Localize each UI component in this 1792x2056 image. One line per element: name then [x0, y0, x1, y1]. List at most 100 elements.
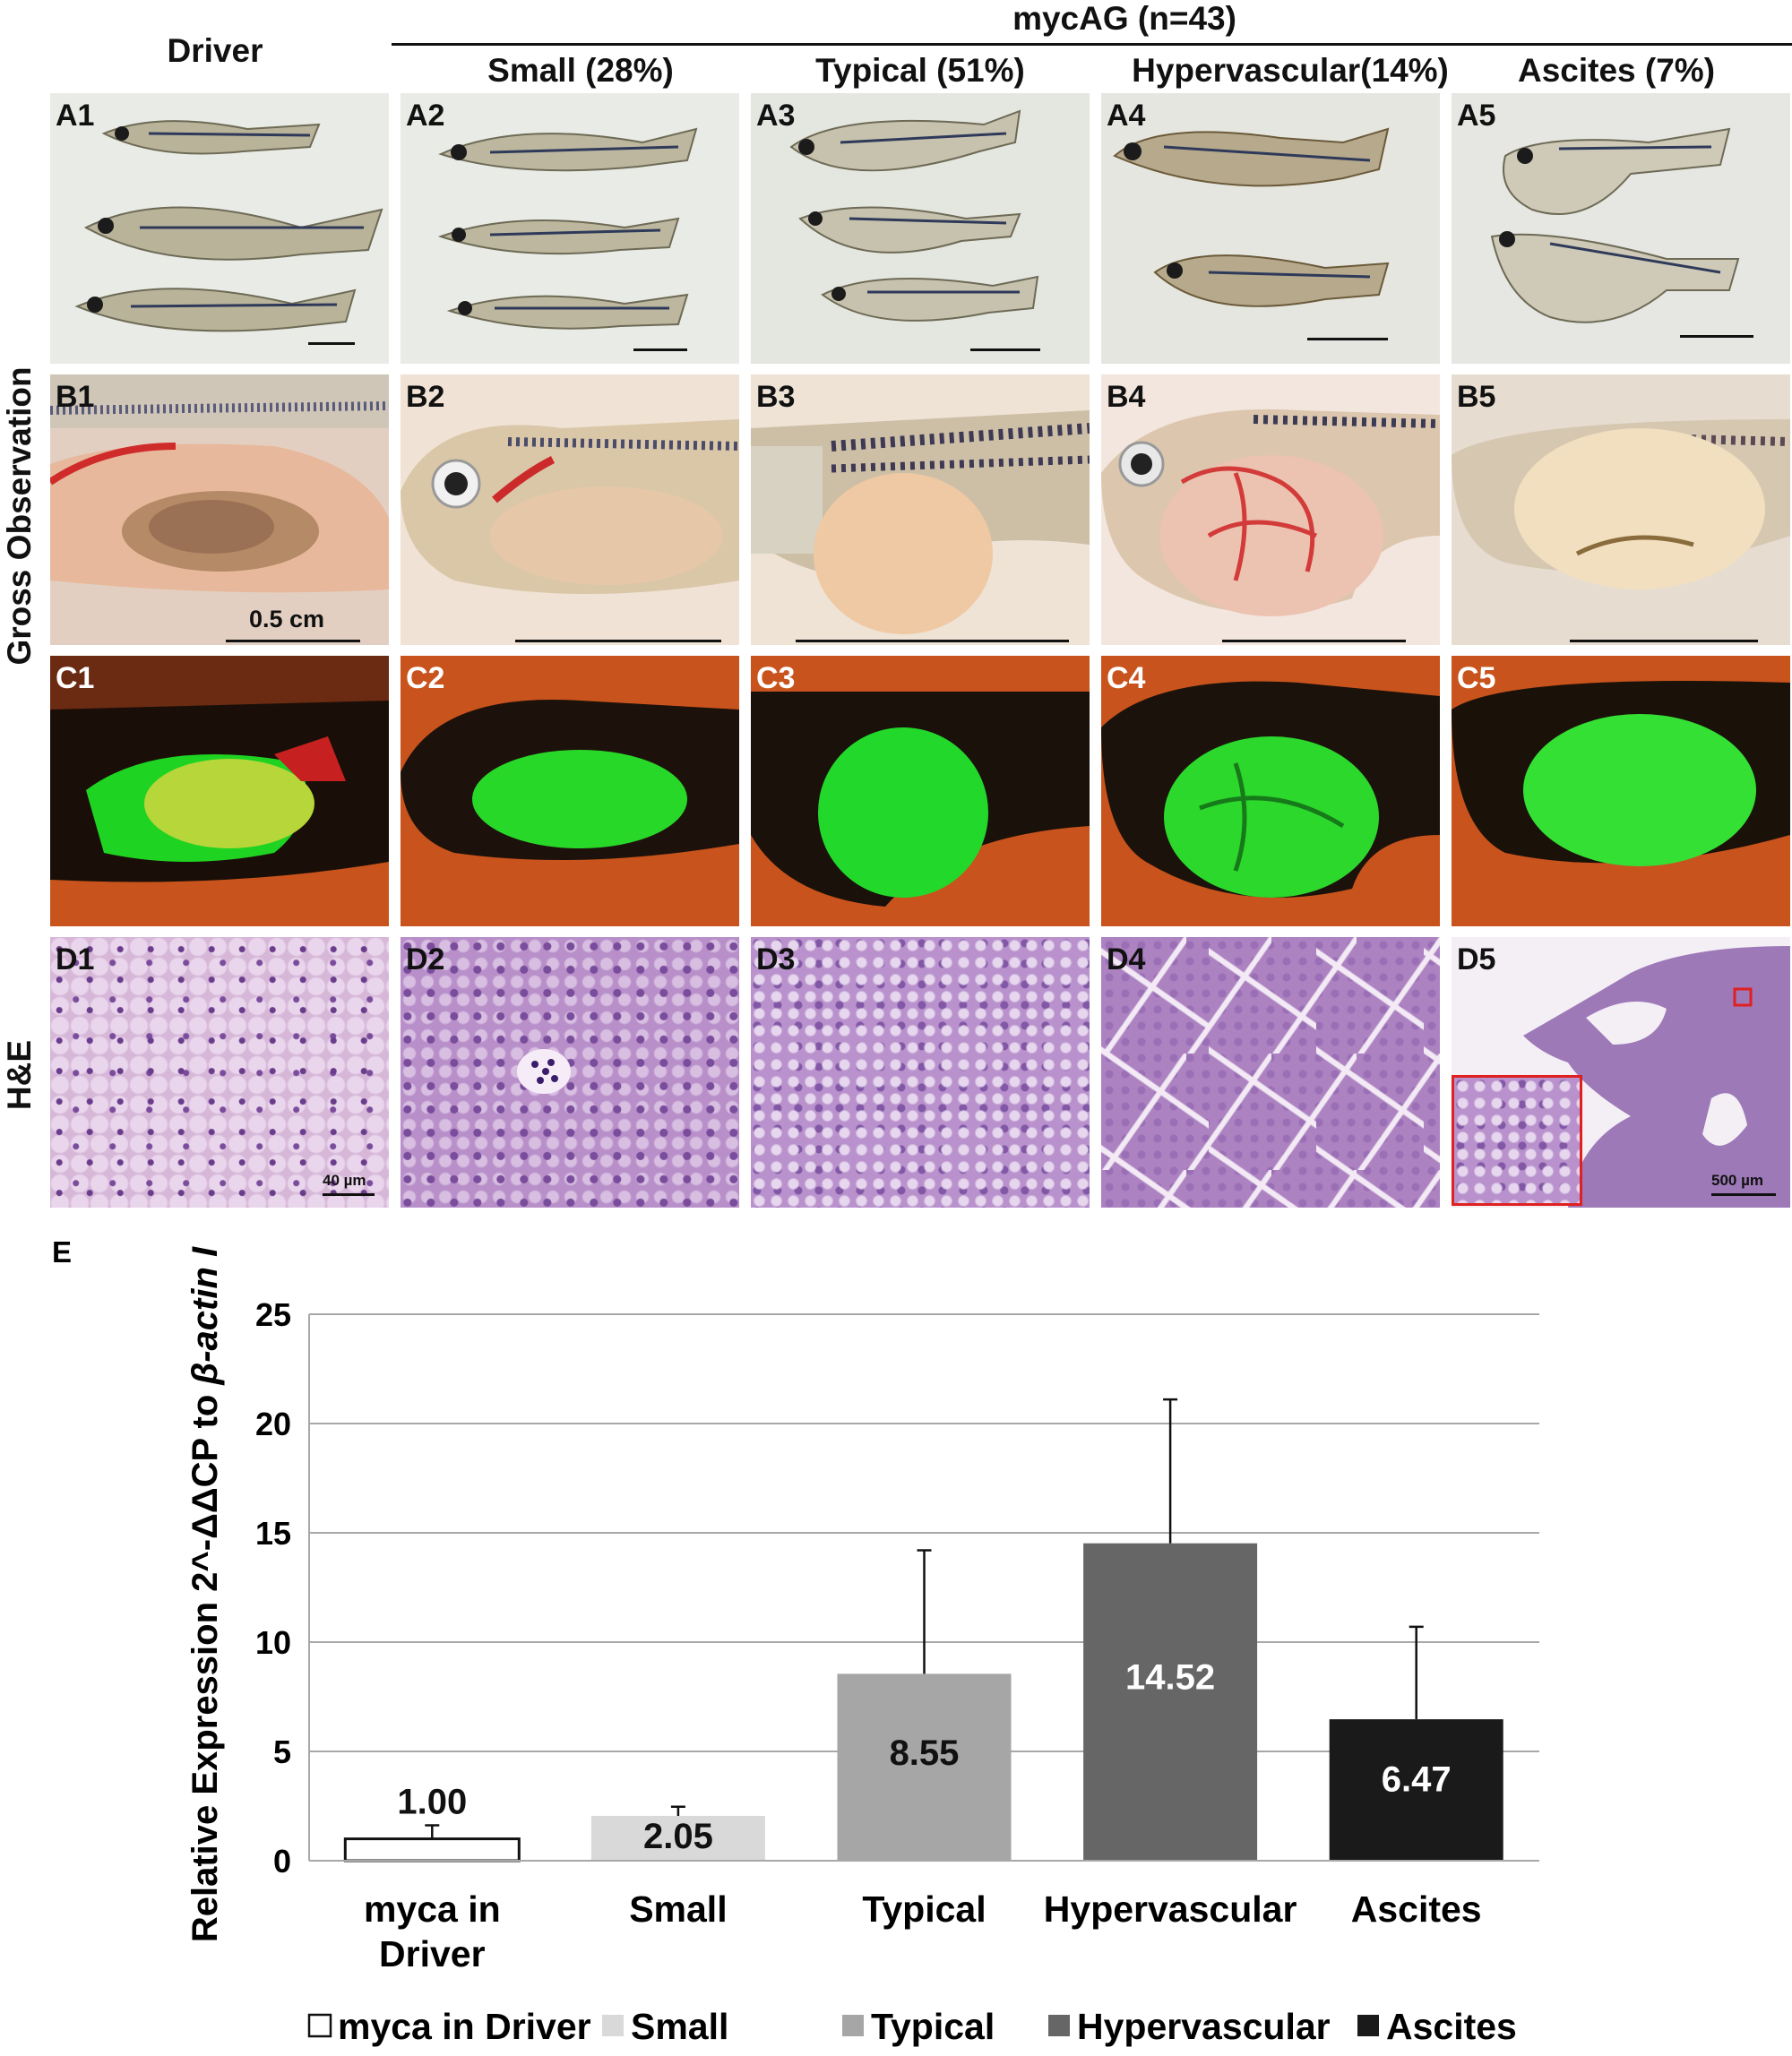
x-tick-label: Small	[629, 1888, 727, 1930]
y-tick-label: 25	[255, 1296, 291, 1333]
scale-bar-b3	[796, 640, 1069, 642]
legend-label: Typical	[871, 2006, 995, 2047]
panel-d4: D4	[1101, 937, 1440, 1208]
fish-image-a4	[1113, 127, 1390, 307]
panel-label-c3: C3	[756, 661, 796, 695]
panel-c3: C3	[751, 656, 1090, 926]
fluorescence-image-c1	[50, 656, 389, 882]
x-tick-label: Ascites	[1351, 1888, 1482, 1930]
panel-label-a2: A2	[406, 99, 445, 133]
scale-bar-b4	[1222, 640, 1406, 642]
panel-label-d4: D4	[1107, 942, 1146, 976]
panel-label-b2: B2	[406, 380, 445, 414]
scale-label-d5: 500 µm	[1711, 1172, 1763, 1189]
histology-image-d2	[517, 1049, 571, 1094]
panel-c5: C5	[1452, 656, 1790, 926]
inset-d5	[1452, 1075, 1582, 1206]
dissection-image-b3	[751, 410, 1090, 634]
chart-bars: 1.00 2.05 8.55 14.52 6.47	[343, 1398, 1503, 1862]
panel-d1: D1 40 µm	[50, 937, 389, 1208]
panel-label-c5: C5	[1457, 661, 1496, 695]
header-mycag-rule	[392, 43, 1792, 46]
header-group-small: Small (28%)	[487, 52, 674, 89]
header-group-typical: Typical (51%)	[815, 52, 1025, 89]
x-tick-label: Hypervascular	[1044, 1888, 1297, 1930]
panel-label-b3: B3	[756, 380, 796, 414]
panel-b5: B5	[1452, 374, 1790, 645]
fish-image-a5	[1490, 127, 1740, 323]
panel-a4: A4	[1101, 93, 1440, 364]
panel-label-a4: A4	[1107, 99, 1146, 133]
histology-image-d5	[1523, 946, 1790, 1208]
dissection-image-b2	[401, 419, 739, 594]
panel-a3: A3	[751, 93, 1090, 364]
panel-a1: A1	[50, 93, 389, 364]
bar	[1083, 1543, 1258, 1861]
legend-label: Hypervascular	[1077, 2006, 1331, 2047]
bar-value-label: 6.47	[1382, 1759, 1452, 1799]
panel-a5: A5	[1452, 93, 1790, 364]
legend-label: Ascites	[1386, 2006, 1517, 2047]
header-group-hypervascular: Hypervascular(14%)	[1132, 52, 1449, 89]
chart-y-axis-title: Relative Expression 2^-ΔΔCP to β-actin I	[185, 1246, 225, 1942]
scale-label-d1: 40 µm	[323, 1172, 366, 1189]
header-driver: Driver	[167, 32, 263, 69]
bar	[1329, 1719, 1503, 1861]
bar	[837, 1673, 1012, 1861]
panel-d5: D5 500 µm	[1452, 937, 1790, 1208]
fish-image-a2	[437, 127, 698, 330]
panel-c4: C4	[1101, 656, 1440, 926]
y-tick-label: 15	[255, 1515, 291, 1552]
bar-value-label: 1.00	[397, 1783, 467, 1822]
scale-bar-a2	[633, 348, 687, 351]
scale-bar-a5	[1680, 335, 1753, 338]
scale-bar-a3	[970, 348, 1040, 351]
panel-label-b4: B4	[1107, 380, 1146, 414]
panel-label-b1: B1	[56, 380, 95, 414]
chart-y-tick-labels: 0 5 10 15 20 25	[255, 1296, 291, 1880]
bar	[590, 1815, 765, 1861]
bar-value-label: 2.05	[643, 1817, 713, 1856]
dissection-image-b5	[1452, 419, 1790, 589]
y-tick-label: 20	[255, 1406, 291, 1442]
fluorescence-image-c2	[401, 700, 739, 860]
legend-swatch	[1357, 2015, 1379, 2036]
fish-image-a1	[74, 120, 383, 332]
panel-b4: B4	[1101, 374, 1440, 645]
x-tick-label: myca in	[364, 1888, 501, 1930]
x-tick-label: Typical	[862, 1888, 986, 1930]
fluorescence-image-c5	[1452, 681, 1790, 866]
panel-label-d1: D1	[56, 942, 95, 976]
panel-a2: A2	[401, 93, 739, 364]
panel-d3: D3	[751, 937, 1090, 1208]
bar-value-label: 8.55	[890, 1733, 960, 1773]
chart-y-axis-title-text: Relative Expression 2^-ΔΔCP to	[185, 1385, 225, 1943]
fish-image-a3	[789, 109, 1039, 322]
panel-label-c2: C2	[406, 661, 445, 695]
bar	[343, 1837, 521, 1862]
header-group-ascites: Ascites (7%)	[1517, 52, 1716, 89]
panel-label-a3: A3	[756, 99, 796, 133]
panel-label-c1: C1	[56, 661, 95, 695]
scale-bar-a1	[308, 342, 355, 345]
scale-bar-b1	[226, 640, 360, 642]
panel-d2: D2	[401, 937, 739, 1208]
legend-swatch	[307, 2013, 332, 2038]
panel-label-a5: A5	[1457, 99, 1496, 133]
legend-swatch	[602, 2015, 624, 2036]
panel-b2: B2	[401, 374, 739, 645]
panel-b3: B3	[751, 374, 1090, 645]
panel-c1: C1	[50, 656, 389, 926]
header-mycag: mycAG (n=43)	[1012, 0, 1236, 37]
x-tick-label: Driver	[379, 1933, 486, 1974]
scale-bar-b5	[1570, 640, 1758, 642]
chart-legend: myca in Driver Small Typical Hypervascular A…	[307, 2006, 1517, 2047]
panel-label-d2: D2	[406, 942, 445, 976]
dissection-image-b1	[50, 374, 389, 593]
legend-label: Small	[631, 2006, 728, 2047]
scale-label-b1: 0.5 cm	[249, 606, 325, 632]
scale-bar-d5	[1711, 1193, 1776, 1196]
scale-bar-b2	[515, 640, 721, 642]
